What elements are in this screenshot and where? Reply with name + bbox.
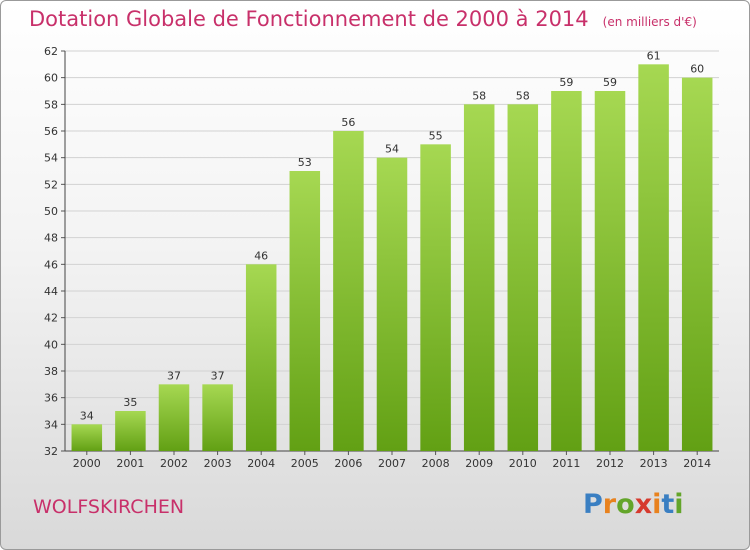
logo-letter: i	[652, 489, 662, 520]
y-tick-label: 48	[44, 232, 58, 245]
data-label: 56	[341, 116, 355, 129]
commune-name: WOLFSKIRCHEN	[33, 496, 185, 518]
title-text: Dotation Globale de Fonctionnement de 20…	[29, 7, 589, 31]
x-tick-label: 2004	[247, 457, 275, 470]
x-tick-label: 2005	[291, 457, 319, 470]
y-tick-label: 54	[44, 152, 58, 165]
x-tick-label: 2007	[378, 457, 406, 470]
data-label: 59	[559, 76, 573, 89]
logo-letter: r	[602, 489, 617, 520]
bar	[376, 157, 408, 451]
data-label: 35	[123, 396, 137, 409]
bars: 34 35 37 37 46 53 56 54 55 58 58 59 59 61 60	[71, 49, 713, 452]
bar	[202, 384, 233, 451]
y-tick-label: 56	[44, 125, 58, 138]
data-label: 37	[167, 369, 181, 382]
data-label: 54	[385, 143, 399, 156]
data-label: 58	[516, 89, 530, 102]
data-label: 55	[429, 129, 443, 142]
x-tick-label: 2000	[73, 457, 101, 470]
y-tick-label: 32	[44, 445, 58, 458]
y-tick-label: 50	[44, 205, 58, 218]
unit-label: (en milliers d'€)	[602, 15, 697, 29]
bar	[420, 144, 451, 452]
bar	[289, 171, 321, 451]
y-tick-label: 58	[44, 98, 58, 111]
bar	[115, 411, 146, 451]
logo-letter: o	[616, 489, 635, 520]
chart-title: Dotation Globale de Fonctionnement de 20…	[29, 7, 697, 31]
y-tick-label: 44	[44, 285, 58, 298]
x-tick-label: 2003	[204, 457, 232, 470]
data-label: 53	[298, 156, 312, 169]
bar	[245, 264, 277, 451]
bar	[463, 104, 495, 451]
proxiti-logo: Proxiti	[583, 489, 684, 520]
logo-letter: t	[661, 489, 675, 520]
bar	[638, 64, 669, 452]
bar	[551, 91, 582, 451]
bar	[594, 91, 626, 451]
logo-letter: x	[634, 489, 653, 520]
data-label: 61	[647, 49, 661, 62]
logo-letter: P	[583, 489, 603, 520]
y-tick-label: 62	[44, 45, 58, 58]
bar	[333, 131, 364, 451]
x-tick-label: 2009	[465, 457, 493, 470]
y-tick-label: 40	[44, 338, 58, 351]
x-tick-label: 2001	[116, 457, 144, 470]
bar	[71, 424, 103, 451]
x-tick-label: 2014	[683, 457, 711, 470]
y-tick-label: 34	[44, 418, 58, 431]
x-tick-label: 2013	[640, 457, 668, 470]
data-label: 60	[690, 63, 704, 76]
data-label: 46	[254, 249, 268, 262]
y-tick-label: 42	[44, 312, 58, 325]
x-tick-label: 2012	[596, 457, 624, 470]
y-tick-label: 36	[44, 392, 58, 405]
x-tick-label: 2010	[509, 457, 537, 470]
x-tick-label: 2002	[160, 457, 188, 470]
data-label: 37	[211, 369, 225, 382]
data-label: 34	[80, 409, 94, 422]
x-tick-label: 2011	[552, 457, 580, 470]
x-tick-label: 2008	[422, 457, 450, 470]
bar	[507, 104, 539, 451]
logo-letter: i	[674, 489, 684, 520]
data-label: 59	[603, 76, 617, 89]
x-tick-label: 2006	[334, 457, 362, 470]
y-tick-label: 46	[44, 258, 58, 271]
bar	[158, 384, 190, 451]
bar	[681, 77, 713, 452]
data-label: 58	[472, 89, 486, 102]
y-tick-label: 60	[44, 72, 58, 85]
y-tick-label: 38	[44, 365, 58, 378]
y-tick-label: 52	[44, 178, 58, 191]
